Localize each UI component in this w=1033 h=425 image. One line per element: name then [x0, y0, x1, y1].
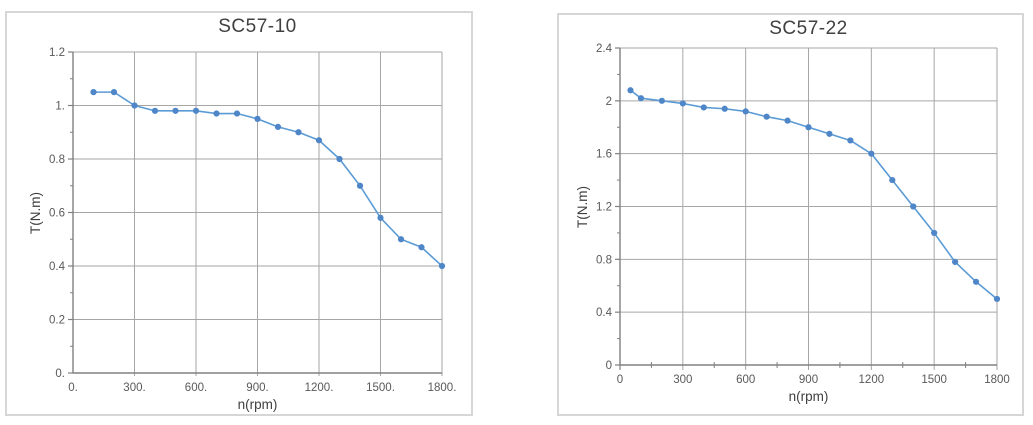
data-point [784, 117, 791, 124]
data-point [213, 110, 220, 117]
y-tick-label: 1. [55, 101, 65, 113]
data-point [658, 97, 665, 104]
chart-panel-sc57-22: SC57-22 T(N.m) n(rpm) 0 300 600 900 1200 1500… [557, 13, 1024, 416]
line-chart-sc57-10: 0. 300. 600. 900. 1200. 1500. 1800. 0. 0.2 0.4 0.6… [49, 47, 457, 394]
data-point [131, 102, 138, 109]
x-tick-label: 900 [799, 374, 818, 386]
data-point [847, 137, 854, 144]
data-point [972, 278, 980, 285]
x-tick-label: 900. [246, 382, 268, 394]
x-tick-label: 1800. [428, 382, 457, 394]
data-point [172, 107, 179, 114]
y-tick-label: 0.6 [49, 208, 65, 220]
chart-panel-sc57-10: SC57-10 T(N.m) n(rpm) 0. 300. 600. 900. 1200… [5, 11, 473, 416]
x-tick-label: 300 [673, 374, 692, 386]
data-point [397, 236, 405, 243]
data-point [356, 182, 364, 189]
data-point [192, 107, 200, 114]
data-point [438, 262, 446, 270]
data-point [993, 295, 1001, 303]
data-point [315, 137, 323, 144]
data-point [295, 129, 302, 136]
data-point [868, 150, 875, 157]
data-point [910, 203, 917, 210]
y-tick-label: 0.8 [49, 154, 65, 166]
line-chart-sc57-22: 0 300 600 900 1200 1500 1800 0 0.4 0.8 1.2 1.6 2 2.4 [596, 43, 1010, 386]
x-axis-title: n(rpm) [788, 389, 829, 404]
y-tick-label: 0.4 [596, 307, 613, 319]
data-point [700, 104, 707, 111]
x-tick-label: 1200. [305, 382, 334, 394]
data-point [336, 155, 343, 163]
y-tick-label: 2.4 [596, 43, 613, 55]
data-point [90, 89, 97, 96]
x-tick-label: 1500. [366, 382, 395, 394]
x-tick-label: 1800 [984, 374, 1010, 386]
x-axis-title: n(rpm) [237, 397, 278, 412]
y-tick-label: 0.2 [49, 315, 65, 327]
data-point [742, 108, 749, 115]
x-tick-label: 0 [617, 374, 623, 386]
data-point [889, 176, 896, 184]
data-point [254, 115, 261, 122]
data-point [721, 105, 728, 112]
y-tick-label: 0 [606, 360, 612, 372]
y-tick-label: 1.2 [49, 47, 65, 59]
y-tick-label: 0.4 [49, 261, 66, 273]
y-tick-label: 1.2 [596, 202, 612, 214]
x-tick-label: 1500 [921, 374, 947, 386]
data-point [763, 113, 770, 120]
data-point [274, 123, 282, 130]
data-point [679, 100, 686, 107]
y-tick-label: 0. [55, 368, 65, 380]
data-point [418, 244, 425, 251]
x-tick-label: 600. [185, 382, 207, 394]
data-point [151, 107, 159, 114]
x-tick-label: 0. [68, 382, 78, 394]
x-tick-label: 1200 [859, 374, 885, 386]
series-line [629, 89, 998, 300]
chart-title: SC57-10 [218, 16, 297, 37]
x-tick-label: 300. [123, 382, 145, 394]
y-tick-label: 2 [606, 96, 612, 108]
data-point [826, 130, 833, 137]
data-point [377, 214, 384, 221]
series-line [92, 91, 443, 267]
x-tick-label: 600 [736, 374, 755, 386]
data-point [952, 258, 959, 266]
data-point [233, 110, 241, 117]
data-point [931, 229, 938, 237]
y-tick-label: 0.8 [596, 254, 612, 266]
data-point [110, 89, 118, 96]
y-tick-label: 1.6 [596, 149, 612, 161]
chart-title: SC57-22 [769, 18, 848, 39]
data-point [805, 124, 812, 131]
data-point [637, 95, 645, 102]
data-point [627, 87, 634, 94]
